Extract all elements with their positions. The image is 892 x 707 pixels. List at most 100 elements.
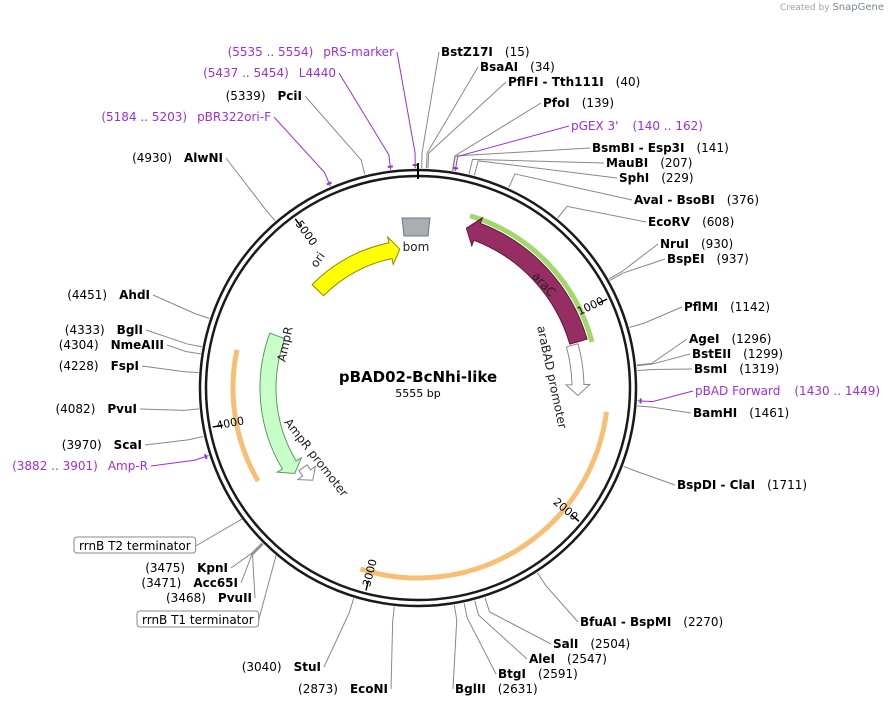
site-name-pflfi-tth111i: PflFI - Tth111I [508,75,604,89]
site-name-stui: StuI [294,660,321,674]
site-leader-avai-bsobi [508,173,633,201]
site-leader-alwni [225,157,276,222]
site-scai: ScaI (3970) [62,438,142,452]
terminator-box-rrnb-t2-terminator [73,536,197,554]
tick-mark-2000 [570,514,580,522]
site-nrui: NruI (930) [660,237,733,251]
site-name-bstz17i: BstZ17I [441,45,493,59]
site-name-nmeaiii: NmeAIII [111,338,164,352]
site-name-btgi: BtgI [498,667,526,681]
site-pos-bspdi-clai: (1711) [767,478,807,492]
site-leader-ecorv [557,205,647,223]
feature-shape-arac [465,216,588,345]
primer-pos-pbr322ori-f: (5184 .. 5203) [101,110,187,124]
plasmid-backbone [198,163,638,608]
site-leader-bamhi [637,405,692,414]
site-pos-bamhi: (1461) [749,406,789,420]
plasmid-name: pBAD02-BcNhi-like [339,368,497,386]
site-leader-bsmi [637,368,693,372]
site-leader-bgli [145,329,202,348]
tick-mark-5000 [294,218,302,228]
site-fspi: FspI (4228) [59,359,139,373]
site-pos-pfoi: (139) [582,96,614,110]
feature-ampr-promoter [296,464,317,481]
site-name-econi: EcoNI [350,682,388,696]
bom-box [401,217,431,237]
site-name-ahdi: AhdI [119,288,150,302]
site-pos-avai-bsobi: (376) [727,193,759,207]
site-name-pvui: PvuI [107,402,137,416]
site-name-kpni: KpnI [197,561,228,575]
site-pos-bsteii: (1299) [743,347,783,361]
tick-label-5000: 5000 [293,218,320,248]
site-leader-bglii [452,604,458,690]
site-name-bsmbi-esp3i: BsmBI - Esp3I [592,141,684,155]
site-pos-sphi: (229) [661,171,693,185]
site-bsaai: BsaAI (34) [480,60,555,74]
site-name-bamhi: BamHI [693,406,737,420]
site-bsmi: BsmI (1319) [694,362,779,376]
primer-pgex-3: pGEX 3' (140 .. 162) [571,119,703,133]
site-name-bsteii: BstEII [692,347,731,361]
site-pos-bspei: (937) [717,252,749,266]
primer-name-pbr322ori-f: pBR322ori-F [197,110,271,124]
site-name-bspei: BspEI [667,252,705,266]
site-name-avai-bsobi: AvaI - BsoBI [634,193,715,207]
site-name-nrui: NruI [660,237,689,251]
site-pflfi-tth111i: PflFI - Tth111I (40) [508,75,640,89]
site-bspdi-clai: BspDI - ClaI (1711) [677,478,807,492]
site-pos-pcii: (5339) [226,89,266,103]
site-leader-maubi [468,158,605,175]
site-leader-pvuii [252,543,264,599]
primer-mark-pbr322ori-f [326,181,332,186]
site-pos-ahdi: (4451) [67,288,107,302]
primer-l4440: L4440 (5437 .. 5454) [203,66,336,80]
site-maubi: MauBI (207) [606,156,692,170]
site-pvui: PvuI (4082) [55,402,137,416]
site-leader-nmeaiii [166,344,201,355]
site-leader-pflfi-tth111i [427,81,507,169]
terminator-label-rrnb-t2-terminator: rrnB T2 terminator [79,539,191,553]
primer-name-pbad-forward: pBAD Forward [695,384,780,398]
promoter-halo-right [359,411,609,581]
site-leader-bsteii [636,353,691,367]
primer-leader-pgex-3 [454,125,570,172]
primer-mark-pgex-3 [452,166,459,170]
site-leader-scai [144,435,204,446]
arabad-promoter-label: araBAD promoter [534,324,570,430]
site-pos-pflmi: (1142) [730,300,770,314]
site-pos-pflfi-tth111i: (40) [616,75,641,89]
tick-label-4000: 4000 [215,414,245,432]
terminator-rrnb-t2-terminator: rrnB T2 terminator [73,536,197,554]
site-name-pflmi: PflMI [684,300,718,314]
feature-halos [230,213,609,581]
primer-pbr322ori-f: pBR322ori-F (5184 .. 5203) [101,110,271,124]
site-bspei: BspEI (937) [667,252,749,266]
site-name-pcii: PciI [278,89,303,103]
site-leader-acc65i [240,543,263,584]
site-pos-ecorv: (608) [702,215,734,229]
site-btgi: BtgI (2591) [498,667,578,681]
site-leader-nrui [608,243,659,280]
site-leader-bstz17i [421,51,440,169]
site-name-maubi: MauBI [606,156,648,170]
site-name-ecorv: EcoRV [648,215,691,229]
site-pos-nmeaiii: (4304) [59,338,99,352]
site-name-bsmi: BsmI [694,362,727,376]
primer-name-prs-marker: pRS-marker [323,45,394,59]
primer-name-amp-r: Amp-R [108,459,148,473]
site-leader-bspei [609,258,666,281]
site-nmeaiii: NmeAIII (4304) [59,338,164,352]
site-pos-bstz17i: (15) [505,45,530,59]
site-alei: AleI (2547) [529,652,607,666]
site-pfoi: PfoI (139) [543,96,614,110]
primer-pos-l4440: (5437 .. 5454) [203,66,289,80]
site-pvuii: PvuII (3468) [166,591,252,605]
snapgene-credit: Created by SnapGene [780,2,884,13]
site-name-bglii: BglII [455,682,486,696]
terminator-leader-rrnb-t2-terminator [195,518,243,547]
primer-leader-pbr322ori-f [273,116,331,187]
site-pos-econi: (2873) [298,682,338,696]
site-bstz17i: BstZ17I (15) [441,45,530,59]
